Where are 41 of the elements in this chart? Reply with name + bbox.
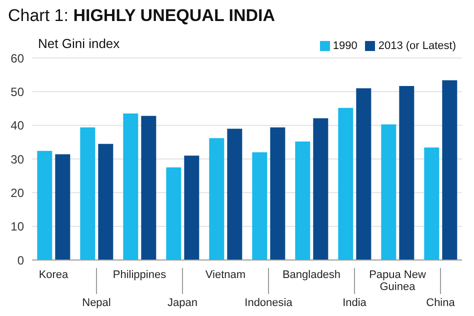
- bar: [381, 124, 396, 260]
- x-tick-label: Philippines: [112, 269, 167, 281]
- bar: [166, 167, 182, 260]
- bar: [184, 156, 200, 260]
- x-tick-label: Vietnam: [205, 269, 246, 281]
- y-tick-label: 30: [10, 152, 24, 166]
- bar: [141, 116, 156, 260]
- bar: [209, 138, 224, 260]
- bar: [442, 80, 458, 260]
- y-tick-label: 20: [10, 186, 24, 200]
- bar: [80, 127, 96, 260]
- chart-title: Chart 1: HIGHLY UNEQUAL INDIA: [8, 6, 276, 25]
- bar: [123, 114, 138, 260]
- bar: [55, 154, 70, 260]
- bar: [270, 127, 286, 260]
- bar: [37, 150, 52, 260]
- x-tick-label: Bangladesh: [282, 269, 341, 281]
- x-tick-label: Korea: [38, 269, 70, 281]
- x-tick-label: Papua New Guinea: [369, 269, 426, 293]
- bar: [98, 144, 114, 260]
- x-tick-label: Indonesia: [244, 297, 294, 309]
- bar: [424, 148, 440, 260]
- y-tick-label: 60: [10, 51, 24, 66]
- x-tick-label: India: [342, 297, 368, 309]
- y-tick-label: 10: [10, 220, 24, 234]
- y-tick-label: 50: [10, 84, 24, 99]
- x-tick-label: Japan: [168, 297, 198, 309]
- bar: [252, 152, 268, 260]
- y-tick-label: 40: [10, 118, 24, 133]
- legend-label: 1990: [332, 40, 358, 52]
- y-axis-title: Net Gini index: [38, 36, 120, 51]
- bar: [295, 141, 310, 260]
- y-tick-label: 0: [17, 253, 24, 268]
- bar: [227, 128, 242, 260]
- x-tick-label: China: [426, 297, 456, 309]
- x-tick-label: Nepal: [82, 297, 111, 309]
- bar: [313, 118, 328, 260]
- bar: [338, 108, 354, 260]
- bar: [356, 88, 372, 260]
- bar: [399, 86, 414, 260]
- legend-label: 2013 (or Latest): [377, 40, 456, 52]
